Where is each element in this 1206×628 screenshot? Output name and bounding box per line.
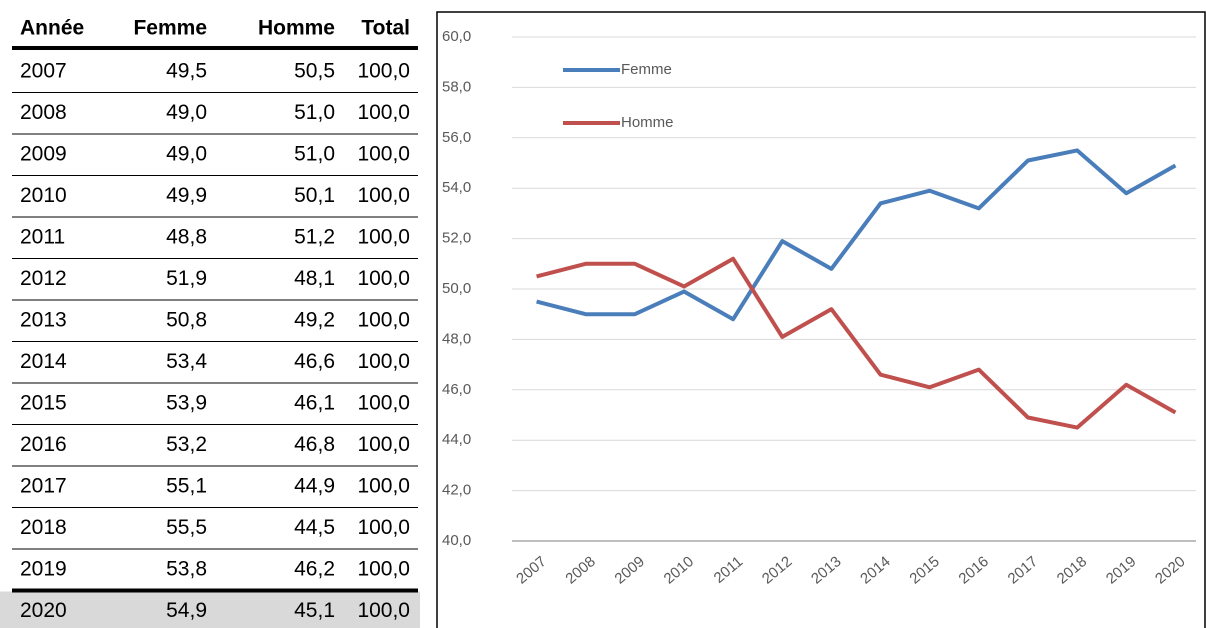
cell: 2009: [20, 143, 67, 166]
cell: 46,1: [294, 392, 335, 415]
cell: 49,5: [166, 60, 207, 83]
cell: 100,0: [357, 184, 410, 207]
cell: 46,6: [294, 350, 335, 373]
cell: 53,4: [166, 350, 207, 373]
series-line: [536, 148, 1177, 322]
cell: 100,0: [357, 60, 410, 83]
cell: 2008: [20, 101, 67, 124]
cell: 100,0: [357, 433, 410, 456]
cell: 50,5: [294, 60, 335, 83]
column-header: Homme: [258, 17, 335, 40]
column-header: Total: [361, 17, 410, 40]
cell: 100,0: [357, 309, 410, 332]
y-tick-label: 40,0: [442, 532, 471, 549]
cell: 2018: [20, 516, 67, 539]
y-tick-label: 50,0: [442, 280, 471, 297]
legend-label: Homme: [621, 114, 674, 131]
y-tick-label: 44,0: [442, 431, 471, 448]
cell: 51,9: [166, 267, 207, 290]
cell: 100,0: [357, 599, 410, 622]
y-tick-label: 54,0: [442, 179, 471, 196]
y-tick-label: 58,0: [442, 78, 471, 95]
cell: 53,8: [166, 558, 207, 581]
cell: 49,0: [166, 143, 207, 166]
cell: 48,8: [166, 226, 207, 249]
cell: 46,8: [294, 433, 335, 456]
cell: 51,2: [294, 226, 335, 249]
cell: 49,2: [294, 309, 335, 332]
column-header: Femme: [133, 17, 207, 40]
cell: 2015: [20, 392, 67, 415]
y-tick-label: 48,0: [442, 330, 471, 347]
cell: 53,2: [166, 433, 207, 456]
cell: 48,1: [294, 267, 335, 290]
cell: 2010: [20, 184, 67, 207]
cell: 2014: [20, 350, 67, 373]
cell: 55,5: [166, 516, 207, 539]
cell: 2016: [20, 433, 67, 456]
cell: 2013: [20, 309, 67, 332]
cell: 46,2: [294, 558, 335, 581]
cell: 44,9: [294, 475, 335, 498]
cell: 2007: [20, 60, 67, 83]
cell: 100,0: [357, 558, 410, 581]
cell: 45,1: [294, 599, 335, 622]
cell: 2017: [20, 475, 67, 498]
cell: 2012: [20, 267, 67, 290]
cell: 100,0: [357, 267, 410, 290]
cell: 50,8: [166, 309, 207, 332]
cell: 51,0: [294, 143, 335, 166]
cell: 2019: [20, 558, 67, 581]
y-tick-label: 46,0: [442, 381, 471, 398]
column-header: Année: [20, 17, 84, 40]
cell: 100,0: [357, 516, 410, 539]
cell: 100,0: [357, 392, 410, 415]
cell: 100,0: [357, 143, 410, 166]
highlight-row: [0, 591, 420, 628]
y-tick-label: 52,0: [442, 230, 471, 247]
series-line: [536, 256, 1177, 430]
cell: 49,9: [166, 184, 207, 207]
cell: 49,0: [166, 101, 207, 124]
cell: 44,5: [294, 516, 335, 539]
cell: 55,1: [166, 475, 207, 498]
chart-frame: [436, 11, 1206, 628]
cell: 50,1: [294, 184, 335, 207]
cell: 100,0: [357, 350, 410, 373]
cell: 100,0: [357, 226, 410, 249]
legend-label: Femme: [621, 61, 672, 78]
cell: 53,9: [166, 392, 207, 415]
cell: 2011: [20, 226, 65, 249]
cell: 54,9: [166, 599, 207, 622]
y-tick-label: 60,0: [442, 28, 471, 45]
y-tick-label: 56,0: [442, 129, 471, 146]
y-tick-label: 42,0: [442, 482, 471, 499]
cell: 100,0: [357, 101, 410, 124]
cell: 2020: [20, 599, 67, 622]
cell: 100,0: [357, 475, 410, 498]
cell: 51,0: [294, 101, 335, 124]
